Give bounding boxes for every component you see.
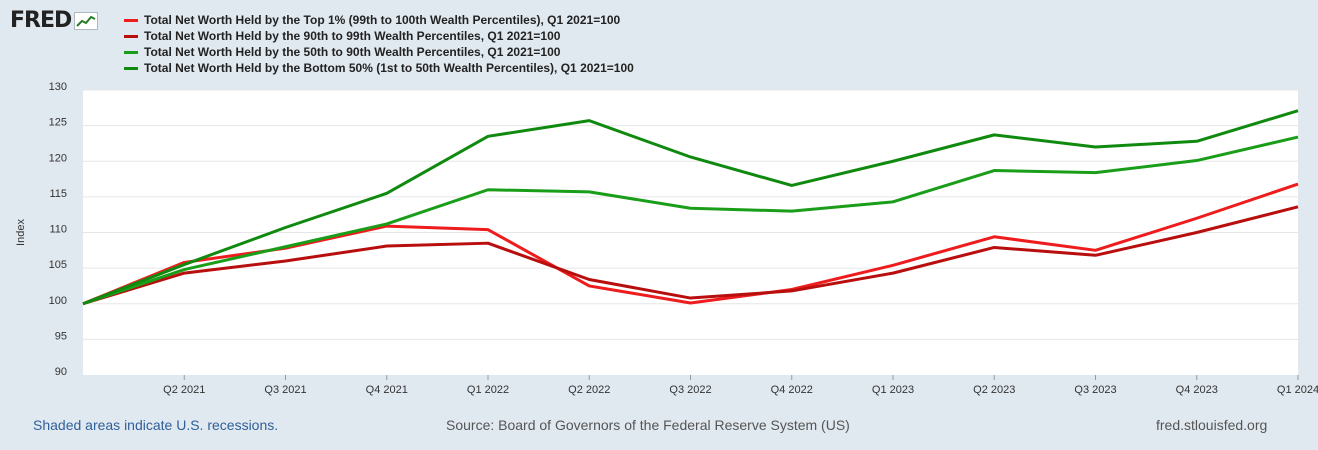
chart-legend: Total Net Worth Held by the Top 1% (99th… [124, 12, 634, 76]
legend-item-top-1[interactable]: Total Net Worth Held by the Top 1% (99th… [124, 12, 634, 28]
recessions-note: Shaded areas indicate U.S. recessions. [33, 417, 279, 433]
fred-logo-text: FRED [10, 8, 72, 33]
legend-label: Total Net Worth Held by the 50th to 90th… [144, 45, 561, 59]
legend-item-50-90[interactable]: Total Net Worth Held by the 50th to 90th… [124, 44, 634, 60]
x-tick-label: Q3 2022 [669, 384, 711, 396]
x-tick-label: Q3 2023 [1074, 384, 1116, 396]
x-tick-label: Q1 2022 [467, 384, 509, 396]
x-tick-label: Q2 2023 [973, 384, 1015, 396]
legend-swatch [124, 50, 138, 54]
source-note: Source: Board of Governors of the Federa… [446, 417, 850, 433]
legend-label: Total Net Worth Held by the Bottom 50% (… [144, 61, 634, 75]
legend-swatch [124, 66, 138, 70]
y-tick-label: 130 [49, 81, 67, 93]
series-line-2 [82, 135, 1299, 306]
x-tick-label: Q2 2022 [568, 384, 610, 396]
x-tick-label: Q4 2023 [1176, 384, 1218, 396]
x-tick-label: Q1 2024 [1277, 384, 1318, 396]
legend-item-bottom-50[interactable]: Total Net Worth Held by the Bottom 50% (… [124, 60, 634, 76]
y-tick-label: 100 [49, 295, 67, 307]
y-tick-label: 95 [55, 330, 67, 342]
series-line-1 [82, 205, 1299, 306]
y-axis-label: Index [15, 219, 27, 246]
legend-swatch [124, 18, 138, 22]
y-tick-label: 120 [49, 152, 67, 164]
x-tick-label: Q3 2021 [264, 384, 306, 396]
chart-line-icon [74, 11, 99, 30]
x-tick-label: Q4 2021 [366, 384, 408, 396]
site-link[interactable]: fred.stlouisfed.org [1156, 417, 1268, 433]
legend-swatch [124, 34, 138, 38]
line-chart: 90 95 100 105 110 115 120 125 130 Q2 2021 Q3 2021 Q… [15, 81, 1318, 396]
legend-label: Total Net Worth Held by the Top 1% (99th… [144, 13, 621, 27]
y-tick-label: 90 [55, 366, 67, 378]
fred-logo[interactable]: FRED [10, 8, 99, 33]
y-tick-label: 125 [49, 117, 67, 129]
x-tick-label: Q4 2022 [771, 384, 813, 396]
legend-item-90-99[interactable]: Total Net Worth Held by the 90th to 99th… [124, 28, 634, 44]
legend-label: Total Net Worth Held by the 90th to 99th… [144, 29, 561, 43]
y-tick-label: 115 [49, 188, 67, 200]
y-tick-label: 105 [49, 259, 67, 271]
series-line-3 [82, 109, 1299, 306]
y-tick-label: 110 [49, 224, 67, 236]
x-tick-label: Q1 2023 [872, 384, 914, 396]
x-tick-label: Q2 2021 [163, 384, 205, 396]
